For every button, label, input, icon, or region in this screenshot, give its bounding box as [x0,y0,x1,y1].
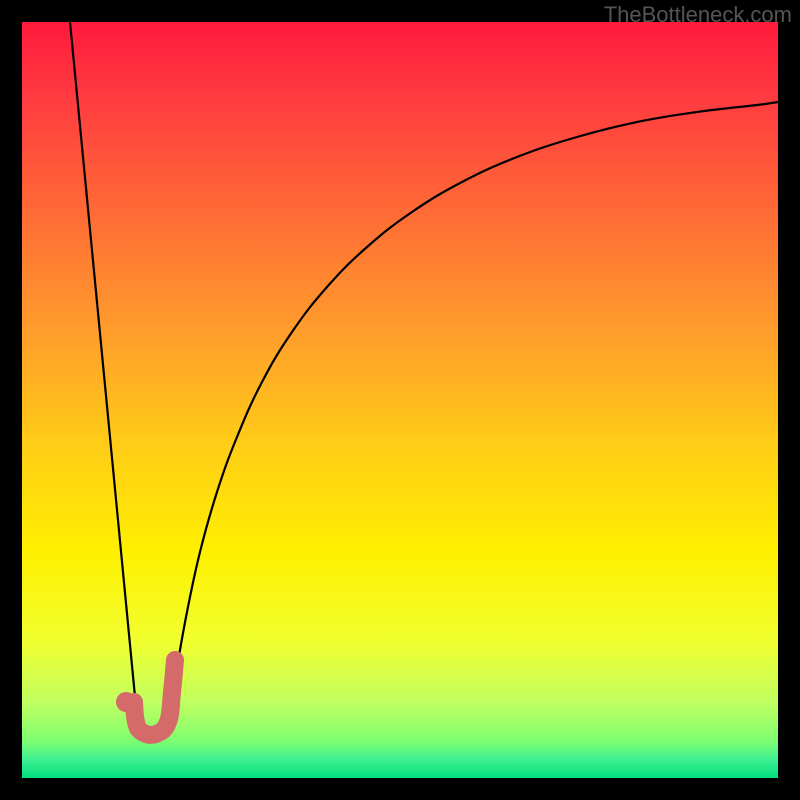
plot-gradient-background [22,22,778,778]
chart-root: TheBottleneck.com [0,0,800,800]
watermark-text: TheBottleneck.com [604,2,792,28]
bottleneck-chart [0,0,800,800]
